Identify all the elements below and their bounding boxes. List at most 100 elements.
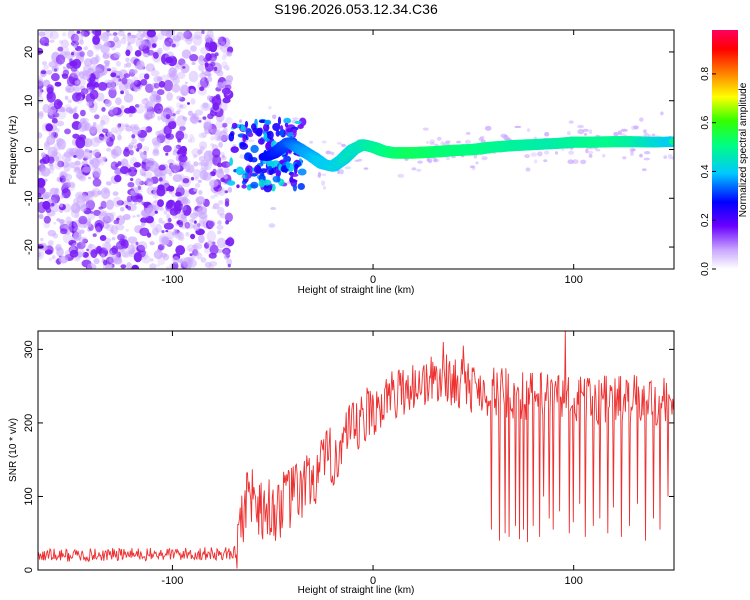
noise-blob: [38, 132, 43, 139]
noise-blob: [194, 109, 204, 116]
noise-blob: [51, 255, 56, 260]
halo-blob: [639, 153, 643, 158]
noise-blob: [135, 193, 143, 203]
noise-blob: [167, 159, 175, 165]
noise-blob: [225, 117, 233, 125]
noise-blob: [159, 207, 165, 212]
halo-blob: [524, 154, 530, 159]
noise-blob: [73, 44, 77, 49]
burst-blob: [230, 146, 239, 154]
snr-axes: -100 0 100 0 100 200 300: [23, 331, 674, 587]
noise-blob: [199, 219, 206, 227]
noise-blob: [82, 251, 89, 258]
noise-blob: [62, 32, 67, 37]
spectrogram-x-tick-label: 0: [370, 274, 376, 286]
noise-blob: [111, 237, 116, 241]
noise-blob: [139, 39, 148, 50]
halo-blob: [633, 125, 639, 130]
noise-blob: [169, 73, 175, 78]
noise-blob: [176, 71, 186, 79]
noise-blob: [192, 249, 199, 256]
snr-y-tick-label: 100: [23, 487, 35, 505]
noise-blob: [212, 168, 217, 174]
noise-blob: [90, 130, 95, 134]
noise-blob: [193, 220, 197, 224]
noise-blob: [60, 194, 65, 199]
spectrogram-x-axis-title: Height of straight line (km): [298, 285, 415, 296]
noise-blob: [153, 147, 159, 154]
burst-blob: [263, 179, 272, 186]
noise-blob: [208, 41, 218, 53]
noise-blob: [128, 250, 135, 258]
noise-blob: [74, 191, 85, 200]
halo-blob: [503, 134, 509, 141]
noise-blob: [140, 151, 148, 160]
noise-blob: [42, 103, 50, 113]
spectrogram-plot-area: [38, 30, 674, 269]
halo-blob: [537, 151, 543, 157]
halo-blob: [671, 156, 674, 160]
noise-blob: [82, 203, 89, 209]
burst-blob: [266, 130, 274, 140]
halo-blob: [577, 124, 584, 129]
noise-blob: [184, 81, 188, 85]
burst-blob: [276, 176, 281, 183]
noise-blob: [180, 204, 187, 212]
noise-blob: [210, 136, 215, 141]
halo-blob: [514, 125, 522, 129]
halo-blob: [397, 173, 405, 178]
noise-blob: [216, 36, 223, 44]
noise-blob: [226, 258, 233, 266]
noise-blob: [145, 177, 154, 186]
noise-blob: [198, 190, 203, 195]
noise-blob: [127, 42, 131, 46]
noise-blob: [93, 167, 102, 178]
halo-blob: [354, 159, 360, 162]
noise-blob: [207, 240, 213, 246]
noise-blob: [48, 162, 54, 167]
halo-blob: [567, 159, 574, 164]
noise-blob: [65, 106, 73, 113]
noise-blob: [64, 51, 71, 56]
halo-blob: [417, 160, 423, 164]
noise-blob: [74, 80, 80, 85]
noise-blob: [137, 185, 142, 191]
noise-blob: [189, 218, 194, 223]
noise-blob: [49, 30, 59, 40]
noise-blob: [76, 241, 86, 250]
noise-blob: [156, 89, 165, 96]
noise-blob: [100, 114, 110, 125]
noise-blob: [193, 242, 203, 250]
noise-blob: [123, 73, 131, 78]
noise-blob: [215, 119, 224, 129]
noise-blob: [43, 64, 49, 70]
noise-blob: [110, 148, 116, 155]
noise-blob: [167, 199, 174, 207]
noise-blob: [113, 219, 120, 225]
snr-y-tick-label: 300: [23, 340, 35, 358]
noise-blob: [153, 250, 163, 260]
noise-blob: [105, 223, 114, 232]
noise-blob: [216, 237, 226, 249]
spectrogram-x-tick-label: -100: [161, 274, 183, 286]
burst-blob: [297, 183, 305, 190]
noise-blob: [116, 124, 121, 129]
spectrogram-y-tick-label: -20: [23, 239, 35, 255]
noise-blob: [200, 257, 207, 263]
noise-blob: [130, 188, 139, 196]
noise-blob: [117, 134, 122, 141]
noise-blob: [163, 145, 172, 153]
noise-blob: [171, 70, 176, 75]
noise-blob: [112, 154, 116, 159]
noise-blob: [115, 129, 123, 135]
noise-blob: [78, 71, 85, 79]
noise-blob: [86, 190, 95, 198]
noise-blob: [201, 77, 205, 82]
noise-blob: [155, 223, 163, 233]
noise-blob: [102, 53, 110, 59]
noise-blob: [139, 150, 143, 156]
noise-blob: [47, 156, 55, 164]
noise-blob: [112, 32, 118, 36]
noise-blob: [127, 172, 131, 176]
